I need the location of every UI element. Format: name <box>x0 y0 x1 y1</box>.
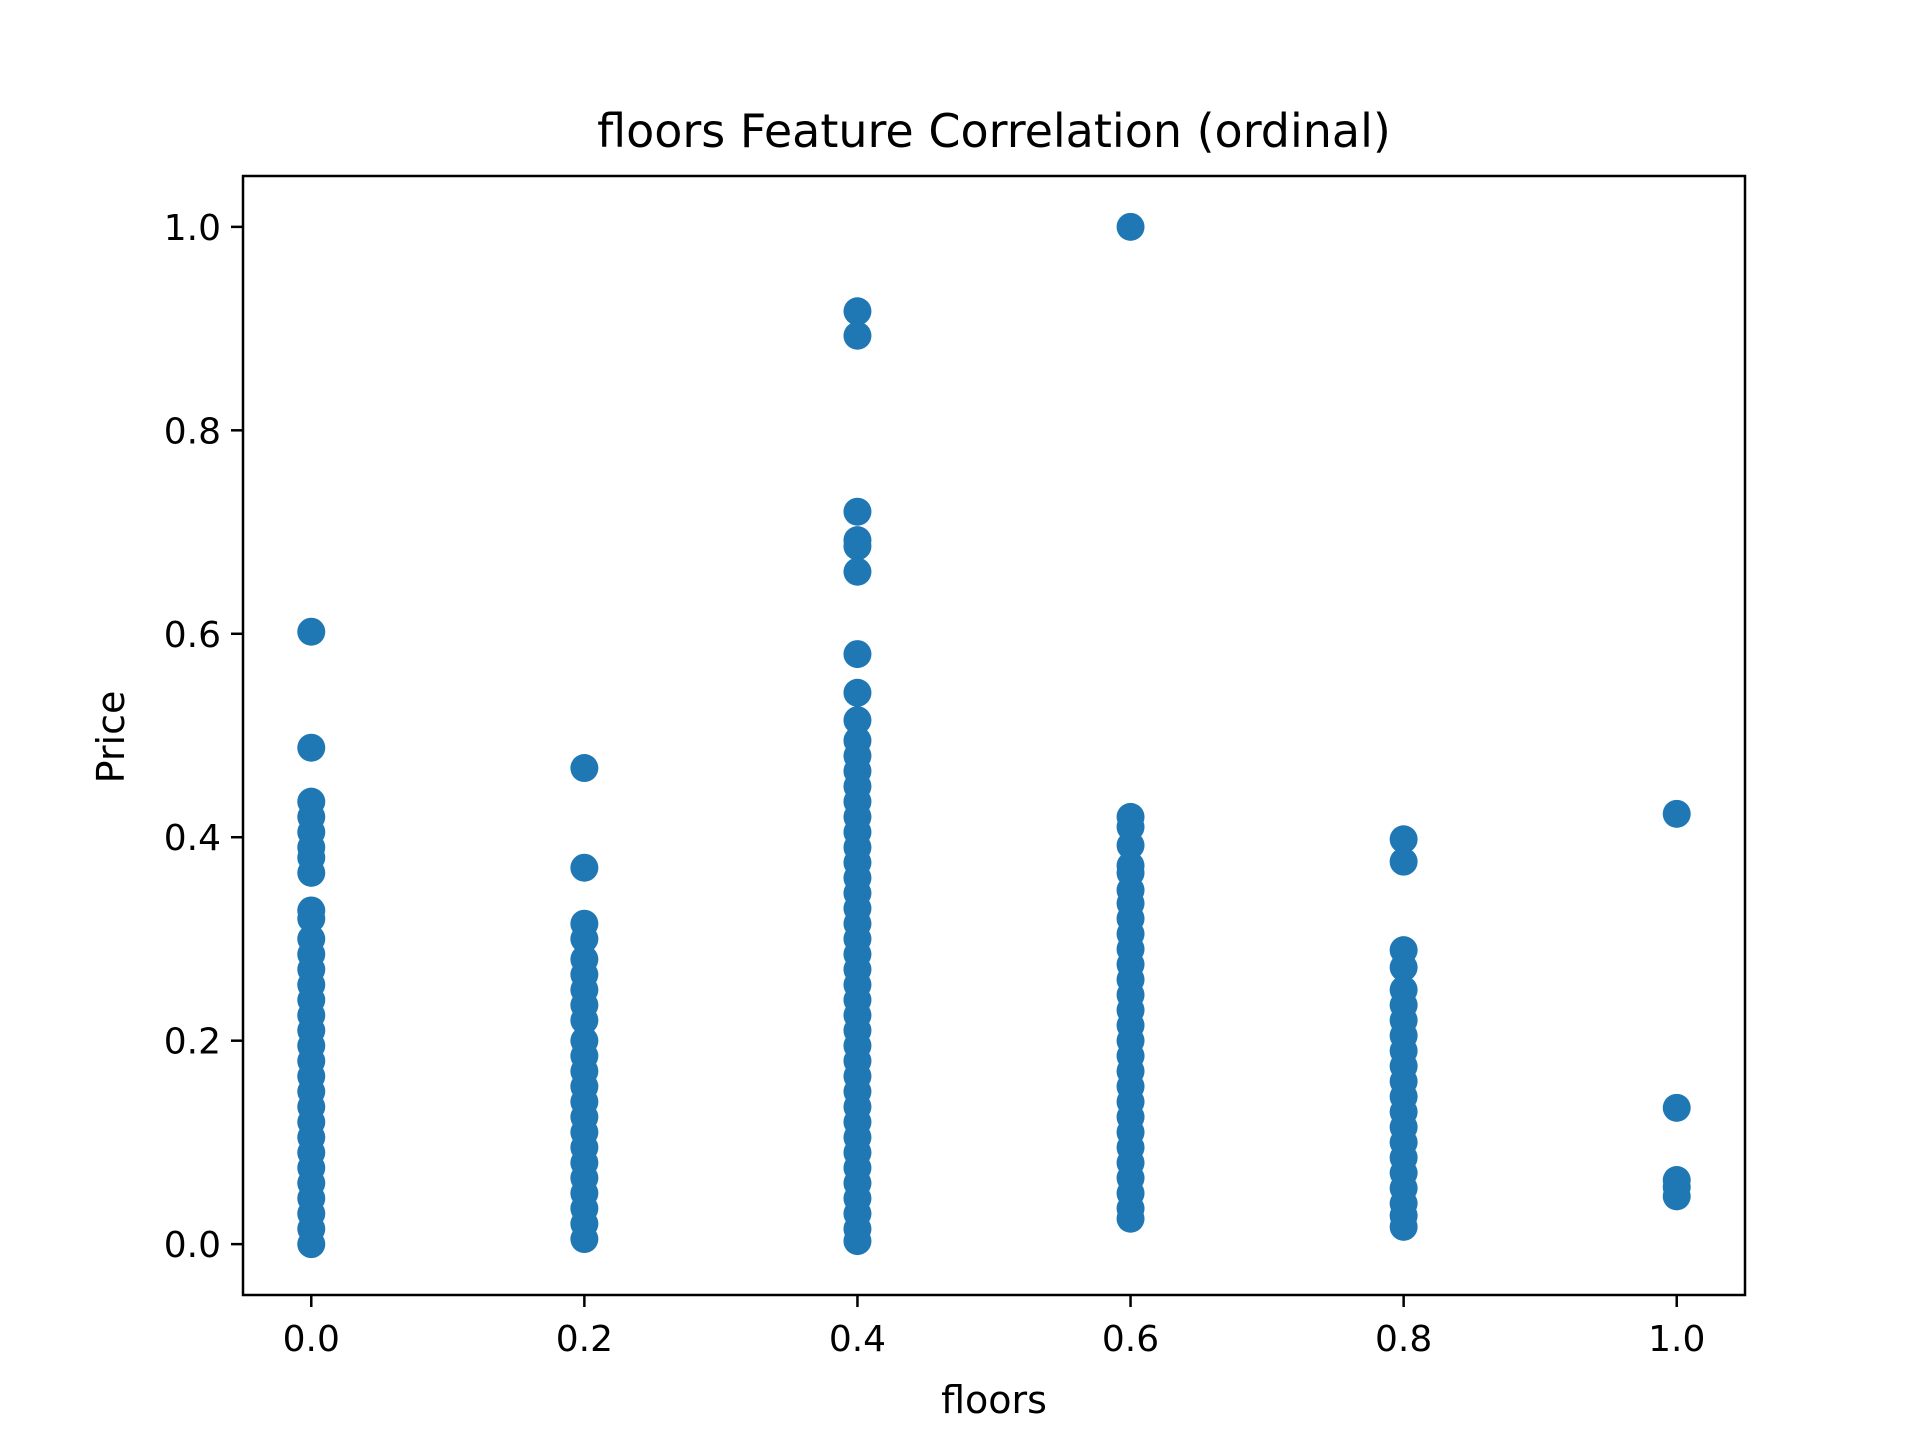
data-point <box>1389 825 1418 854</box>
data-point <box>843 321 872 350</box>
y-tick-label: 0.0 <box>164 1225 221 1266</box>
data-point <box>570 924 599 953</box>
x-axis-ticks: 0.0 0.2 0.4 0.6 0.8 1.0 <box>283 1295 1705 1360</box>
y-tick-label: 0.2 <box>164 1022 221 1063</box>
data-point <box>843 557 872 586</box>
x-tick-label: 0.4 <box>829 1319 886 1360</box>
x-tick-label: 0.2 <box>556 1319 613 1360</box>
y-tick-label: 0.6 <box>164 615 221 656</box>
data-point <box>297 904 326 933</box>
data-point <box>843 678 872 707</box>
x-tick-label: 0.8 <box>1375 1319 1432 1360</box>
data-point <box>843 497 872 526</box>
chart-title: floors Feature Correlation (ordinal) <box>597 104 1391 158</box>
data-point <box>297 858 326 887</box>
data-point <box>1662 799 1691 828</box>
data-point <box>570 1225 599 1254</box>
y-axis-ticks: 0.0 0.2 0.4 0.6 0.8 1.0 <box>164 208 243 1266</box>
data-point <box>570 1006 599 1035</box>
data-points <box>297 212 1691 1259</box>
data-point <box>1116 212 1145 241</box>
data-point <box>297 617 326 646</box>
data-point <box>1116 1204 1145 1233</box>
data-point <box>843 532 872 561</box>
x-axis-label: floors <box>941 1378 1047 1422</box>
data-point <box>1662 1182 1691 1211</box>
data-point <box>570 853 599 882</box>
y-tick-label: 0.4 <box>164 818 221 859</box>
y-tick-label: 1.0 <box>164 208 221 249</box>
x-tick-label: 0.0 <box>283 1319 340 1360</box>
data-point <box>297 1230 326 1259</box>
data-point <box>843 640 872 669</box>
data-point <box>1662 1093 1691 1122</box>
x-tick-label: 1.0 <box>1648 1319 1705 1360</box>
data-point <box>570 754 599 783</box>
data-point <box>1389 953 1418 982</box>
y-axis-label: Price <box>89 691 133 784</box>
data-point <box>297 733 326 762</box>
data-point <box>843 297 872 326</box>
data-point <box>1389 847 1418 876</box>
data-point <box>843 706 872 735</box>
data-point <box>1116 831 1145 860</box>
plot-frame <box>241 174 1747 1297</box>
x-tick-label: 0.6 <box>1102 1319 1159 1360</box>
y-tick-label: 0.8 <box>164 411 221 452</box>
data-point <box>843 1227 872 1256</box>
data-point <box>1389 1212 1418 1241</box>
